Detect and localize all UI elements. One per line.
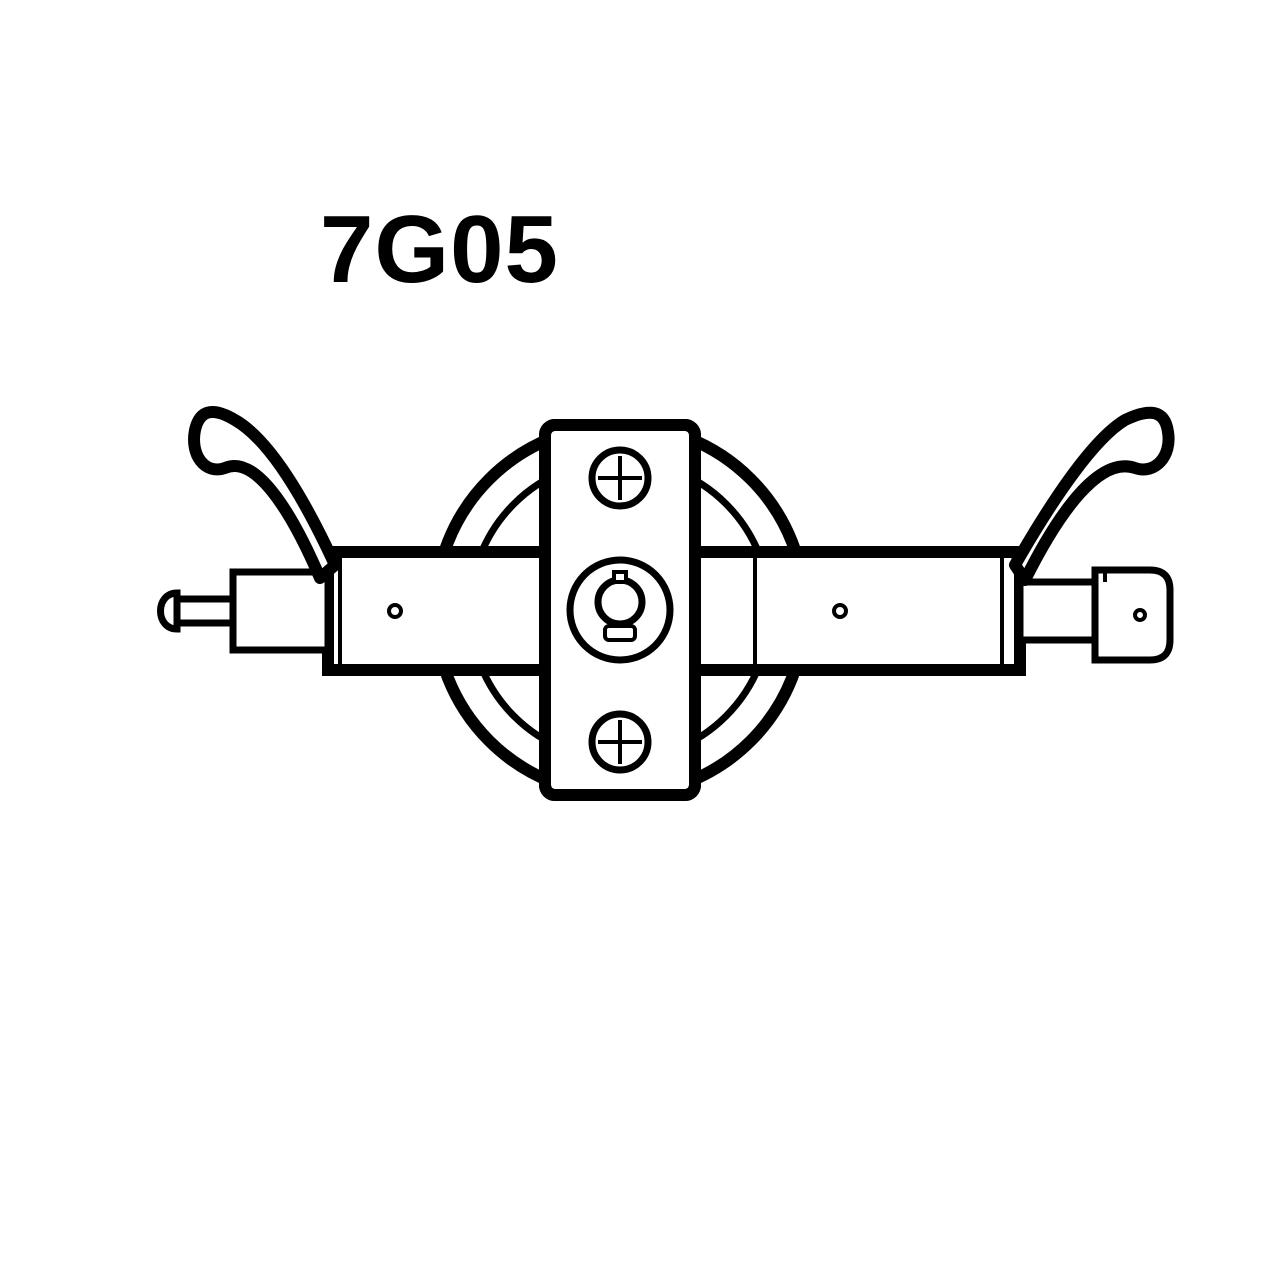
latch-slot bbox=[605, 626, 635, 640]
key-bow bbox=[1095, 570, 1170, 660]
thumbturn-shaft bbox=[177, 599, 235, 623]
chassis-left bbox=[328, 552, 545, 670]
thumbturn-knob bbox=[161, 593, 178, 629]
key-blade bbox=[1020, 582, 1095, 640]
model-number-label: 7G05 bbox=[320, 195, 559, 305]
diagram-stage: 7G05 bbox=[0, 0, 1280, 1280]
latch-nub bbox=[614, 572, 626, 582]
lever-left bbox=[194, 412, 335, 578]
thumbturn-collar bbox=[233, 572, 328, 650]
chassis-right bbox=[695, 552, 1020, 670]
latch-hub bbox=[598, 580, 642, 624]
lever-right bbox=[1015, 413, 1169, 580]
lock-line-drawing bbox=[0, 0, 1280, 1280]
